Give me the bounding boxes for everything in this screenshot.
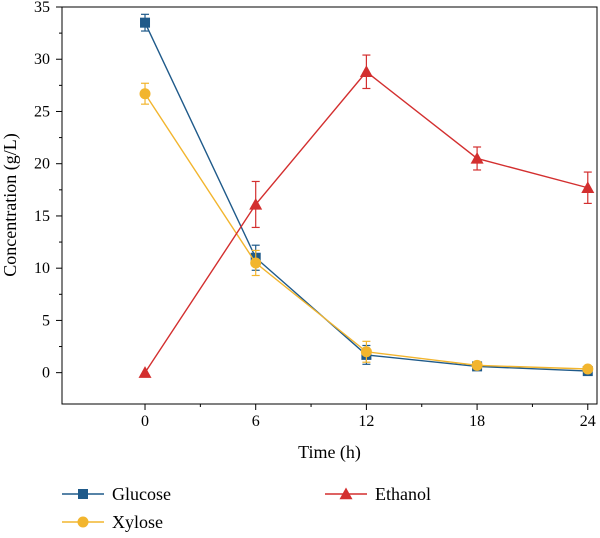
y-tick-label: 20	[34, 156, 50, 173]
xylose-line	[144, 93, 588, 370]
y-tick-label: 25	[34, 103, 50, 120]
ethanol-line	[144, 70, 588, 374]
series-xylose	[139, 82, 594, 375]
x-axis-title: Time (h)	[298, 442, 361, 463]
x-tick-label: 24	[580, 413, 596, 430]
legend-item-ethanol: Ethanol	[325, 484, 431, 504]
legend-item-xylose: Xylose	[62, 512, 163, 532]
xylose-point	[582, 363, 594, 375]
xylose-point	[471, 359, 483, 371]
y-tick-label: 10	[34, 260, 50, 277]
y-tick-label: 15	[34, 208, 50, 225]
x-tick-label: 0	[141, 413, 149, 430]
ethanol-point	[249, 197, 263, 210]
glucose-point	[140, 17, 151, 28]
x-tick-label: 18	[469, 413, 485, 430]
legend: Glucose Xylose Ethanol	[62, 484, 431, 532]
ethanol-point	[359, 65, 373, 77]
legend-marker-xylose	[77, 516, 89, 528]
xylose-point	[139, 88, 151, 100]
xylose-point	[360, 346, 372, 358]
ethanol-point	[581, 181, 595, 193]
legend-marker-ethanol	[339, 487, 353, 500]
y-tick-label: 0	[42, 365, 50, 382]
ethanol-point	[470, 151, 484, 164]
x-tick-label: 12	[358, 413, 374, 430]
y-tick-label: 30	[34, 51, 50, 68]
series-layer	[138, 13, 595, 378]
legend-marker-glucose	[78, 489, 88, 499]
plot-frame	[61, 6, 598, 405]
series-ethanol	[138, 54, 595, 378]
x-tick-label: 6	[252, 413, 260, 430]
legend-label-ethanol: Ethanol	[375, 484, 431, 504]
y-tick-label: 35	[34, 0, 50, 16]
axis-ticks: 0 6 12 18 24 0 5 10 15 20 25 30 35	[34, 0, 596, 430]
ethanol-point	[138, 366, 152, 378]
y-axis-title: Concentration (g/L)	[0, 133, 21, 276]
legend-item-glucose: Glucose	[62, 484, 171, 504]
y-tick-label: 5	[42, 312, 50, 329]
legend-label-xylose: Xylose	[112, 512, 163, 532]
xylose-point	[250, 257, 262, 269]
legend-label-glucose: Glucose	[112, 484, 171, 504]
